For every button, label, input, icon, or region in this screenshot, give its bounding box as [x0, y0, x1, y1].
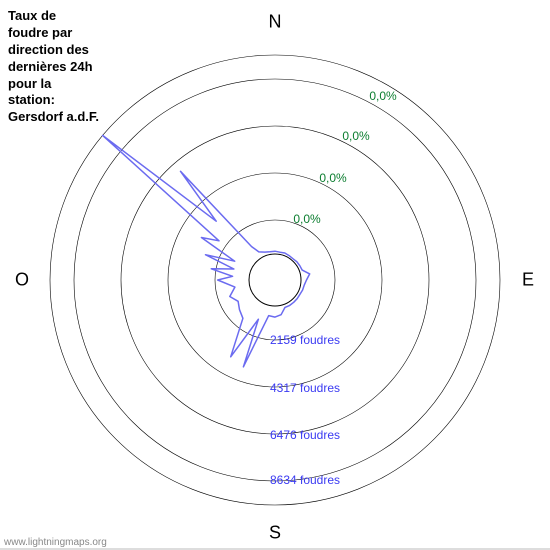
cardinal-o: O: [15, 270, 29, 291]
count-label: 8634 foudres: [270, 473, 340, 487]
count-label: 4317 foudres: [270, 381, 340, 395]
chart-title: Taux defoudre pardirection desdernières …: [8, 8, 99, 126]
percent-label: 0,0%: [319, 171, 346, 185]
title-line: Gersdorf a.d.F.: [8, 109, 99, 126]
percent-label: 0,0%: [293, 212, 320, 226]
title-line: foudre par: [8, 25, 99, 42]
cardinal-n: N: [269, 12, 282, 33]
count-label: 2159 foudres: [270, 333, 340, 347]
cardinal-e: E: [522, 270, 534, 291]
center-hole: [249, 254, 301, 306]
title-line: pour la: [8, 76, 99, 93]
percent-label: 0,0%: [369, 89, 396, 103]
title-line: station:: [8, 92, 99, 109]
count-label: 6476 foudres: [270, 428, 340, 442]
percent-label: 0,0%: [342, 129, 369, 143]
chart-container: Taux defoudre pardirection desdernières …: [0, 0, 550, 550]
title-line: direction des: [8, 42, 99, 59]
title-line: dernières 24h: [8, 59, 99, 76]
cardinal-s: S: [269, 523, 281, 544]
footer-credit: www.lightningmaps.org: [4, 537, 107, 548]
title-line: Taux de: [8, 8, 99, 25]
